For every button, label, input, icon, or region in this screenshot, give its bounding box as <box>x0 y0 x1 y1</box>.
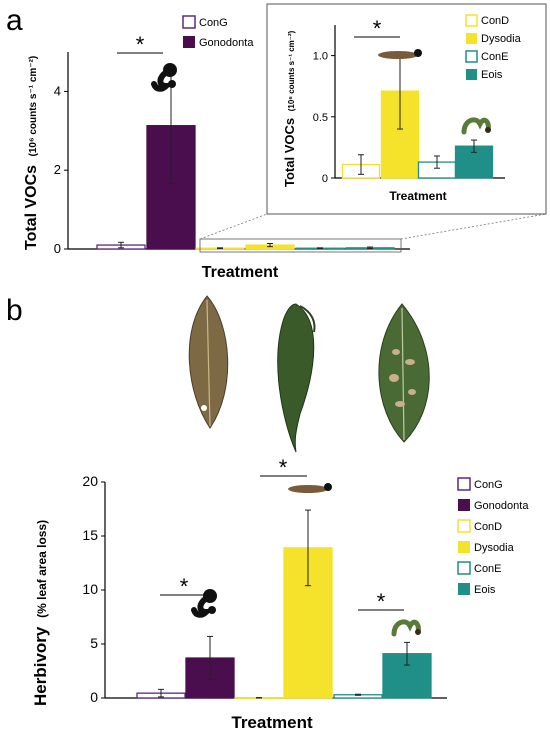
b-legend-label-dysodia: Dysodia <box>474 542 515 554</box>
inset-legend-label-eois: Eois <box>481 69 503 81</box>
caterpillar-eois-icon <box>461 117 491 135</box>
sig-star-a: * <box>136 32 145 57</box>
b-caterpillar-gonodonta-icon <box>191 589 217 618</box>
legend-label-gonodonta: Gonodonta <box>199 37 254 49</box>
b-ytick-label: 10 <box>82 581 98 597</box>
inset-xlabel: Treatment <box>389 189 446 203</box>
caterpillar-gonodonta-icon <box>151 63 177 92</box>
b-ytick-label: 15 <box>82 527 98 543</box>
chart-a: 0 2 4 Treatment Total VOCs (10⁶ counts s⁻¹… <box>23 15 547 281</box>
b-legend-label-cone: ConE <box>474 563 502 575</box>
chart-b: 0 5 10 15 20 Treatment Herbivory (% leaf are… <box>31 455 529 732</box>
inset-legend-swatch-dysodia <box>466 33 477 44</box>
b-ytick-label: 5 <box>90 635 98 651</box>
legend-label-cong: ConG <box>199 17 228 29</box>
inset-ylabel: Total VOCs (10⁶ counts s⁻¹ cm⁻²) <box>282 30 297 187</box>
b-legend-swatch-gonodonta <box>458 499 470 511</box>
panel-label-a: a <box>6 4 23 37</box>
b-legend-label-eois: Eois <box>474 584 496 596</box>
leaf-gonodonta-damaged-image <box>185 295 229 429</box>
leaf-images <box>185 295 430 453</box>
chart-a-ylabel-units: (10⁶ counts s⁻¹ cm⁻²) <box>28 56 39 157</box>
zoom-box <box>199 238 402 253</box>
legend-swatch-gonodonta <box>183 36 195 48</box>
chart-b-ylabel-main: Herbivory <box>31 626 50 706</box>
b-legend-swatch-cond <box>457 519 471 533</box>
b-sig-star-dysodia: * <box>279 455 288 480</box>
b-legend-label-gonodonta: Gonodonta <box>474 500 529 512</box>
inset-legend-swatch-eois <box>466 69 477 80</box>
inset-ylabel-units: (10⁶ counts s⁻¹ cm⁻²) <box>287 30 296 111</box>
caterpillar-dysodia-icon <box>378 49 422 59</box>
b-legend-label-cond: ConD <box>474 521 502 533</box>
inset-legend-swatch-cone <box>465 50 478 63</box>
inset-legend-swatch-cond <box>465 14 478 27</box>
a-ytick-label: 2 <box>54 162 61 177</box>
panel-label-b: b <box>6 294 23 327</box>
ai-ytick-label: 1.0 <box>313 51 328 63</box>
chart-b-ylabel-units: (% leaf area loss) <box>35 520 49 618</box>
b-legend-label-cong: ConG <box>474 479 503 491</box>
chart-b-legend: ConG Gonodonta ConD Dysodia ConE Eois <box>457 477 529 596</box>
b-ytick-label: 0 <box>90 689 98 705</box>
chart-a-inset: 0 0.5 1.0 Treatment Total VOCs (10⁶ counts… <box>266 3 547 215</box>
inset-sig-star: * <box>373 16 382 41</box>
ai-ytick-label: 0 <box>322 173 328 185</box>
chart-b-xlabel: Treatment <box>231 713 313 732</box>
zoom-connector-right <box>400 213 547 240</box>
chart-b-ylabel: Herbivory (% leaf area loss) <box>31 520 50 706</box>
ai-ytick-label: 0.5 <box>313 112 328 124</box>
b-legend-swatch-cone <box>457 561 471 575</box>
b-caterpillar-dysodia-icon <box>288 483 332 493</box>
zoom-connector-left <box>199 213 268 240</box>
chart-a-xlabel: Treatment <box>202 264 279 281</box>
b-ytick-label: 20 <box>82 473 98 489</box>
a-ytick-label: 4 <box>54 83 61 98</box>
b-legend-swatch-cong <box>457 477 471 491</box>
b-legend-swatch-eois <box>458 583 470 595</box>
a-ytick-label: 0 <box>54 241 61 256</box>
legend-swatch-cong <box>182 15 196 29</box>
b-sig-star-eois: * <box>377 589 386 614</box>
inset-legend-label-cond: ConD <box>481 15 509 27</box>
inset-legend-label-cone: ConE <box>481 51 509 63</box>
b-legend-swatch-dysodia <box>458 541 470 553</box>
inset-ylabel-main: Total VOCs <box>282 118 297 187</box>
chart-a-ylabel-main: Total VOCs <box>23 165 40 250</box>
leaf-dysodia-rolled-image <box>277 303 316 453</box>
chart-a-ylabel: Total VOCs (10⁶ counts s⁻¹ cm⁻²) <box>23 56 40 250</box>
leaf-eois-damaged-image <box>378 303 430 443</box>
b-caterpillar-eois-icon <box>391 619 421 637</box>
b-sig-star-gonodonta: * <box>180 574 189 599</box>
inset-legend-label-dysodia: Dysodia <box>481 33 522 45</box>
